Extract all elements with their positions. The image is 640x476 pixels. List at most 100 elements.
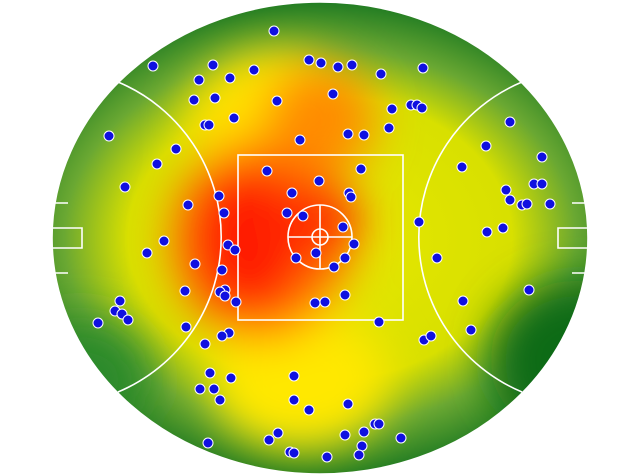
point: [358, 129, 370, 141]
points: [92, 25, 556, 463]
point: [147, 60, 159, 72]
point: [481, 226, 493, 238]
point: [339, 252, 351, 264]
point: [216, 330, 228, 342]
point: [342, 128, 354, 140]
point: [504, 116, 516, 128]
point: [313, 175, 325, 187]
point: [332, 61, 344, 73]
field-lines: [51, 1, 589, 475]
point: [346, 59, 358, 71]
point: [327, 88, 339, 100]
point: [337, 221, 349, 233]
point: [303, 404, 315, 416]
point: [151, 158, 163, 170]
point: [339, 289, 351, 301]
point: [339, 429, 351, 441]
point: [225, 372, 237, 384]
point: [375, 68, 387, 80]
point: [180, 321, 192, 333]
point: [230, 296, 242, 308]
point: [193, 74, 205, 86]
point: [224, 72, 236, 84]
point: [199, 338, 211, 350]
point: [204, 367, 216, 379]
point: [500, 184, 512, 196]
point: [288, 370, 300, 382]
point: [179, 285, 191, 297]
point: [290, 252, 302, 264]
point: [417, 62, 429, 74]
point: [158, 235, 170, 247]
point: [229, 244, 241, 256]
point: [208, 383, 220, 395]
point: [342, 398, 354, 410]
point: [218, 207, 230, 219]
point: [544, 198, 556, 210]
point: [310, 247, 322, 259]
point: [141, 247, 153, 259]
point: [425, 330, 437, 342]
point: [356, 440, 368, 452]
point: [294, 134, 306, 146]
point: [103, 130, 115, 142]
point: [358, 426, 370, 438]
point: [248, 64, 260, 76]
point: [297, 210, 309, 222]
point: [203, 119, 215, 131]
point: [386, 103, 398, 115]
point: [523, 284, 535, 296]
point: [281, 207, 293, 219]
point: [288, 394, 300, 406]
point: [92, 317, 104, 329]
point: [309, 297, 321, 309]
point: [373, 418, 385, 430]
point: [214, 394, 226, 406]
point: [288, 447, 300, 459]
point: [261, 165, 273, 177]
point: [272, 427, 284, 439]
point: [207, 59, 219, 71]
point: [353, 449, 365, 461]
point: [271, 95, 283, 107]
point: [416, 102, 428, 114]
point: [497, 222, 509, 234]
point: [315, 57, 327, 69]
point: [216, 264, 228, 276]
point: [194, 383, 206, 395]
point: [182, 199, 194, 211]
point: [268, 25, 280, 37]
point: [536, 151, 548, 163]
point: [456, 161, 468, 173]
point: [319, 296, 331, 308]
point: [321, 451, 333, 463]
point: [521, 198, 533, 210]
point: [465, 324, 477, 336]
point: [219, 290, 231, 302]
point: [170, 143, 182, 155]
point: [328, 261, 340, 273]
point: [345, 191, 357, 203]
point: [373, 316, 385, 328]
point: [504, 194, 516, 206]
point: [213, 190, 225, 202]
point: [119, 181, 131, 193]
point: [202, 437, 214, 449]
point: [480, 140, 492, 152]
point: [188, 94, 200, 106]
point: [263, 434, 275, 446]
point: [536, 178, 548, 190]
point: [457, 295, 469, 307]
point: [114, 295, 126, 307]
point: [209, 92, 221, 104]
point: [189, 258, 201, 270]
point: [348, 238, 360, 250]
point: [395, 432, 407, 444]
point: [286, 187, 298, 199]
point: [413, 216, 425, 228]
point: [122, 314, 134, 326]
point: [355, 163, 367, 175]
point: [383, 122, 395, 134]
